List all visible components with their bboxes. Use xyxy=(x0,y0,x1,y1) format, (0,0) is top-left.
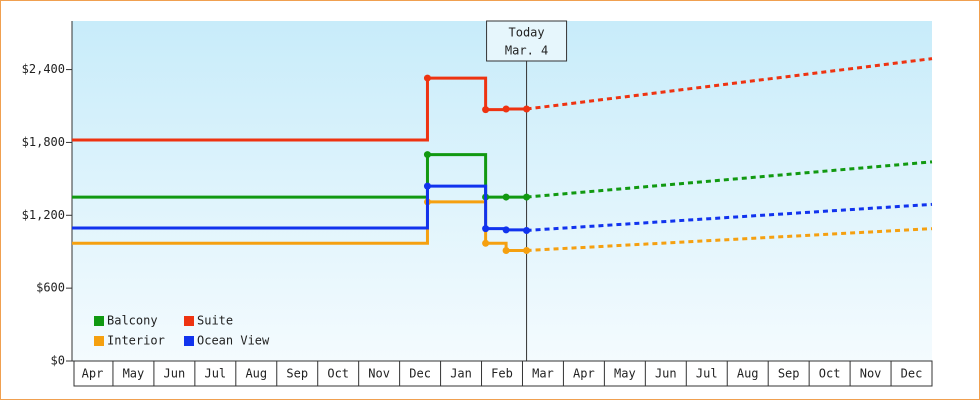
x-tick-label: Jul xyxy=(204,367,226,381)
x-tick-label: Dec xyxy=(901,367,923,381)
price-point xyxy=(502,226,510,234)
forecast-line xyxy=(526,202,933,232)
price-point xyxy=(423,182,431,190)
y-tick-label: $0 xyxy=(51,354,65,368)
x-tick-label: Oct xyxy=(327,367,349,381)
y-tick-label: $1,800 xyxy=(22,135,65,149)
y-tick-label: $1,200 xyxy=(22,208,65,222)
x-tick-label: Jun xyxy=(164,367,186,381)
price-point xyxy=(482,106,490,114)
x-tick-label: Nov xyxy=(860,367,882,381)
x-tick-label: Sep xyxy=(778,367,800,381)
x-tick-label: Jun xyxy=(655,367,677,381)
forecast-line xyxy=(526,160,933,199)
price-point xyxy=(502,105,510,113)
today-label: Today xyxy=(509,26,545,40)
x-tick-label: Apr xyxy=(573,367,595,381)
legend-label: Suite xyxy=(197,314,233,328)
x-tick-label: Nov xyxy=(368,367,390,381)
x-tick-label: Jan xyxy=(450,367,472,381)
x-tick-label: May xyxy=(123,367,145,381)
price-point xyxy=(423,74,431,82)
legend-swatch xyxy=(94,316,104,326)
today-label: Mar. 4 xyxy=(505,44,548,58)
legend-swatch xyxy=(184,336,194,346)
price-point xyxy=(502,193,510,201)
today-box xyxy=(486,20,568,62)
price-point xyxy=(482,225,490,233)
legend-swatch xyxy=(94,336,104,346)
x-tick-label: Aug xyxy=(737,367,759,381)
forecast-line xyxy=(526,227,933,252)
x-axis-box xyxy=(73,360,933,387)
x-tick-label: Aug xyxy=(245,367,267,381)
y-tick-label: $2,400 xyxy=(22,62,65,76)
x-tick-label: Sep xyxy=(286,367,308,381)
x-tick-label: Jul xyxy=(696,367,718,381)
x-tick-label: Dec xyxy=(409,367,431,381)
price-point xyxy=(502,247,510,254)
x-tick-label: Apr xyxy=(82,367,104,381)
price-point xyxy=(423,151,431,159)
y-tick-label: $600 xyxy=(36,281,65,295)
plot-background xyxy=(72,21,932,361)
x-tick-label: Mar xyxy=(532,367,554,381)
legend-label: Ocean View xyxy=(197,334,270,348)
x-tick-label: Feb xyxy=(491,367,513,381)
x-tick-label: Oct xyxy=(819,367,841,381)
price-point xyxy=(482,239,490,247)
legend-label: Interior xyxy=(107,334,165,348)
legend-label: Balcony xyxy=(107,314,158,328)
legend-swatch xyxy=(184,316,194,326)
x-tick-label: May xyxy=(614,367,636,381)
